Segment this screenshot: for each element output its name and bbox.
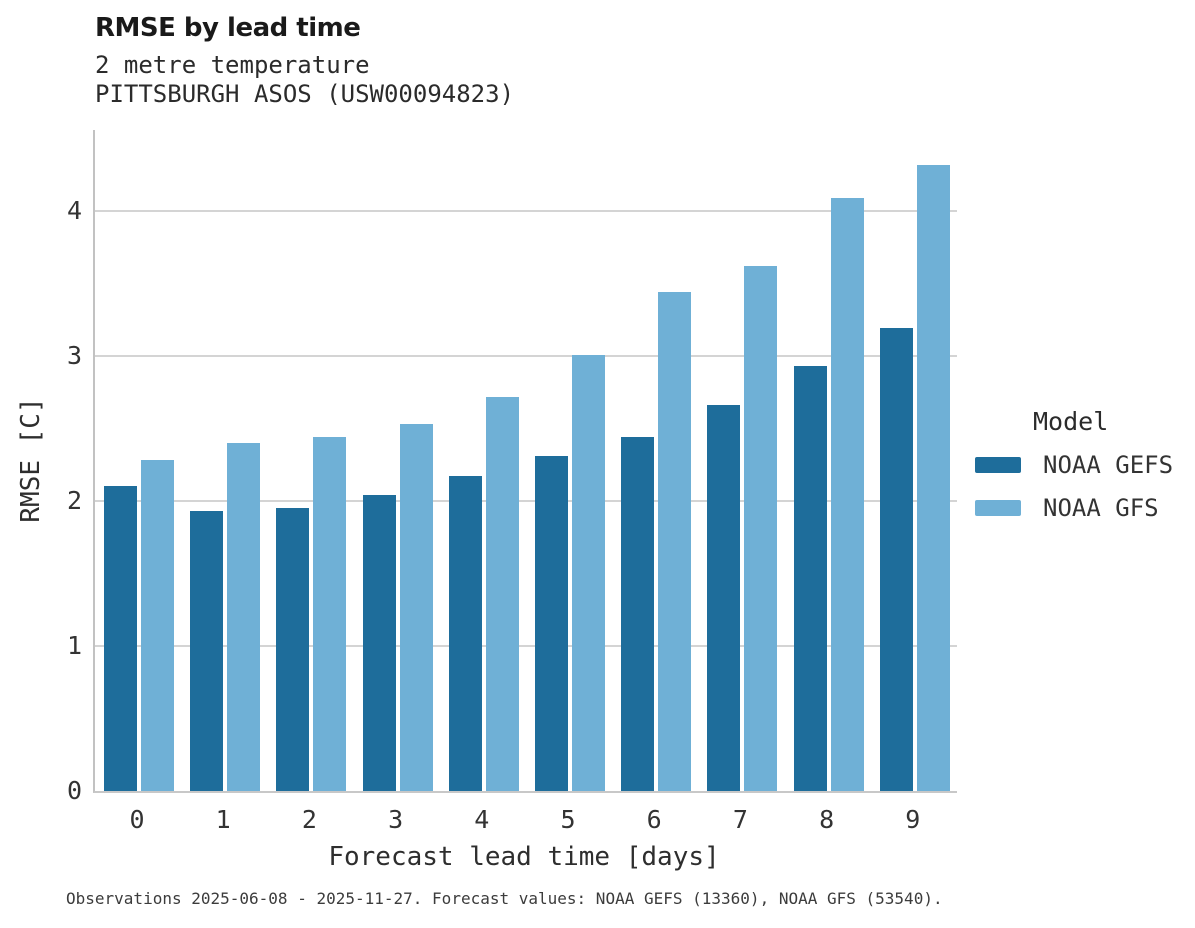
legend-label-noaa-gfs: NOAA GFS (1043, 494, 1159, 522)
bar-noaa-gefs-lead-4 (448, 476, 482, 791)
bar-noaa-gfs-lead-9 (916, 165, 950, 791)
chart-subtitle-variable: 2 metre temperature (95, 51, 370, 79)
x-tick-label-0: 0 (129, 805, 145, 834)
y-tick-label-1: 1 (66, 631, 82, 660)
y-tick-label-2: 2 (66, 486, 82, 515)
x-tick-label-8: 8 (819, 805, 835, 834)
bar-noaa-gefs-lead-8 (793, 366, 827, 791)
y-tick-label-3: 3 (66, 341, 82, 370)
footer-caption: Observations 2025-06-08 - 2025-11-27. Fo… (66, 889, 943, 908)
bar-noaa-gefs-lead-2 (276, 508, 310, 791)
legend-swatch-noaa-gfs (975, 500, 1021, 516)
legend-title: Model (1033, 407, 1109, 436)
bar-noaa-gfs-lead-7 (744, 266, 778, 791)
bar-noaa-gfs-lead-4 (485, 397, 519, 791)
x-tick-label-3: 3 (388, 805, 404, 834)
legend: Model NOAA GEFS NOAA GFS (975, 409, 1195, 520)
bar-noaa-gfs-lead-3 (399, 424, 433, 791)
gridline-y-3 (95, 355, 957, 357)
gridline-y-2 (95, 500, 957, 502)
x-tick-label-7: 7 (732, 805, 748, 834)
x-tick-label-1: 1 (215, 805, 231, 834)
legend-swatch-noaa-gefs (975, 457, 1021, 473)
bar-noaa-gefs-lead-6 (621, 437, 655, 791)
x-tick-label-5: 5 (560, 805, 576, 834)
chart-subtitle-station: PITTSBURGH ASOS (USW00094823) (95, 80, 515, 108)
bar-noaa-gfs-lead-6 (658, 292, 692, 791)
x-tick-label-2: 2 (301, 805, 317, 834)
y-tick-label-4: 4 (66, 196, 82, 225)
bar-noaa-gefs-lead-7 (707, 405, 741, 791)
plot-area (93, 130, 957, 793)
bar-noaa-gfs-lead-5 (572, 355, 605, 791)
y-axis-title: RMSE [C] (16, 397, 46, 523)
legend-item-noaa-gefs: NOAA GEFS (975, 453, 1195, 477)
legend-item-noaa-gfs: NOAA GFS (975, 496, 1195, 520)
y-tick-label-0: 0 (66, 776, 82, 805)
x-tick-label-6: 6 (646, 805, 662, 834)
bar-noaa-gefs-lead-0 (104, 486, 137, 791)
bar-noaa-gefs-lead-9 (879, 328, 913, 791)
legend-label-noaa-gefs: NOAA GEFS (1043, 451, 1174, 479)
x-tick-label-9: 9 (905, 805, 921, 834)
bar-noaa-gfs-lead-2 (313, 437, 347, 791)
x-axis-title: Forecast lead time [days] (328, 842, 720, 872)
chart-title: RMSE by lead time (95, 13, 361, 43)
bar-noaa-gefs-lead-1 (190, 511, 224, 791)
bar-noaa-gefs-lead-5 (535, 456, 568, 791)
bar-noaa-gfs-lead-8 (830, 198, 864, 791)
bar-noaa-gefs-lead-3 (362, 495, 396, 791)
bar-noaa-gfs-lead-1 (227, 443, 261, 791)
bar-noaa-gfs-lead-0 (141, 460, 174, 791)
gridline-y-4 (95, 210, 957, 212)
gridline-y-1 (95, 645, 957, 647)
x-tick-label-4: 4 (474, 805, 490, 834)
